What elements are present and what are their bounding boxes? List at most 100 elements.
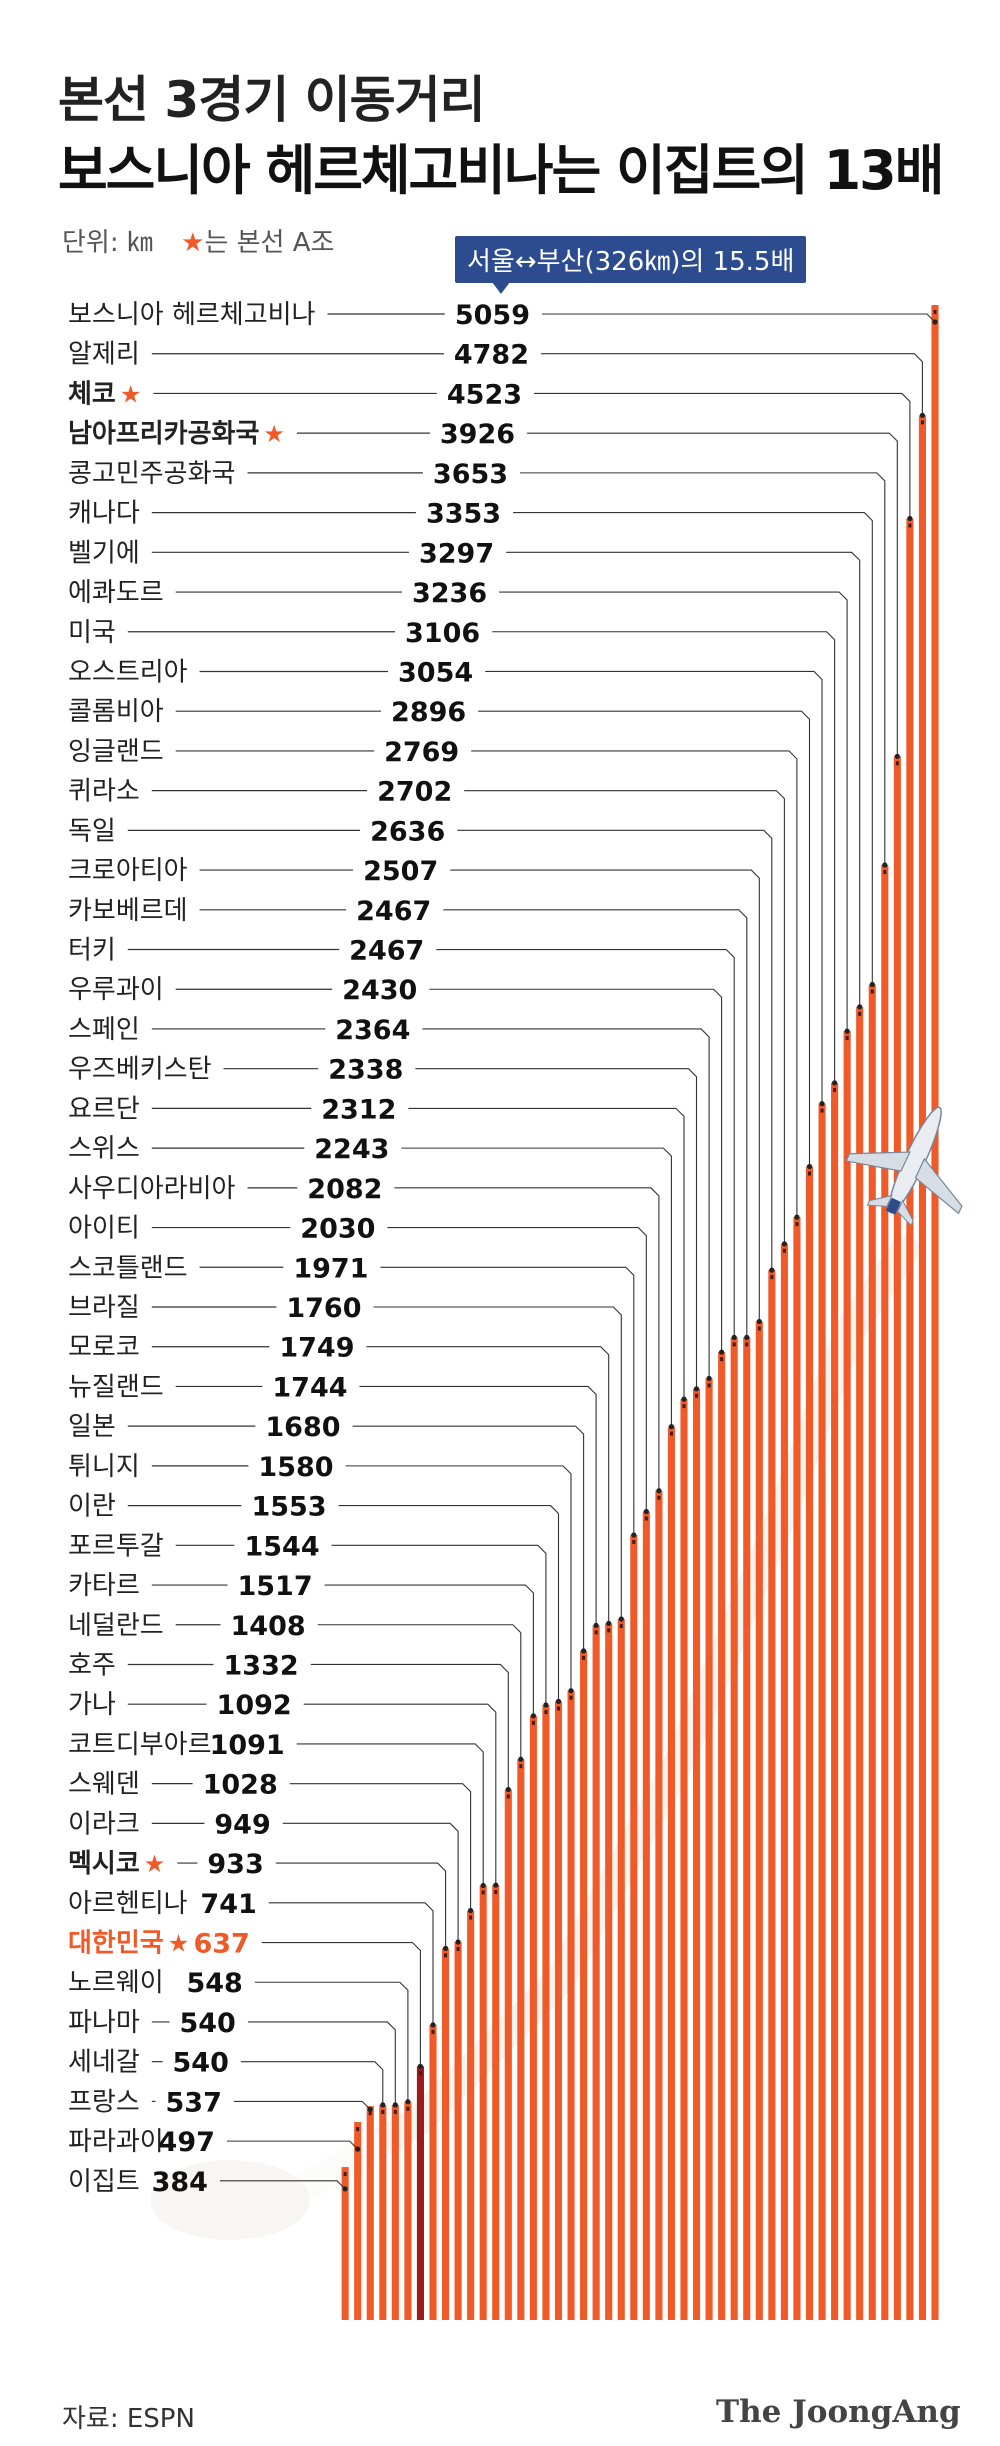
bar-dot [844, 1028, 850, 1034]
country-label: 대한민국 [68, 1929, 164, 1959]
bar-connector [471, 750, 798, 1218]
star-icon: ★ [168, 1930, 190, 1958]
country-label: 콩고민주공화국 [68, 459, 235, 489]
bar-item-22 [655, 1490, 663, 2320]
country-label: 뉴질랜드 [68, 1372, 164, 1402]
bar-top-marker [770, 1275, 774, 1280]
country-label: 체코 [68, 379, 116, 409]
bar-connector [296, 1743, 484, 1886]
country-label: 크로아티아 [68, 856, 188, 886]
bar-top-marker [933, 310, 937, 314]
bar-connector [450, 869, 760, 1322]
country-label: 퀴라소 [68, 777, 140, 807]
bar-item-38 [454, 1942, 462, 2320]
bar-dot [756, 1318, 762, 1325]
bar-connector [436, 948, 735, 1338]
bar-item-6 [856, 1006, 864, 2320]
bar-connector [310, 1663, 509, 1790]
unit-label: 단위: ㎞ [62, 228, 153, 258]
source-credit: 자료: ESPN [62, 2404, 195, 2434]
value-label: 1760 [286, 1293, 361, 1324]
bar-connector [303, 1703, 497, 1886]
bar-item-33 [517, 1759, 525, 2320]
bar-item-8 [831, 1082, 839, 2320]
bar-top-marker [895, 761, 899, 766]
bar-connector [359, 1385, 597, 1626]
country-label: 에콰도르 [68, 578, 164, 608]
bar-connector [415, 1068, 698, 1389]
bar-dot [493, 1882, 499, 1888]
bar-connector [478, 710, 811, 1167]
bar-connector [534, 392, 911, 519]
bar-item-27 [592, 1625, 600, 2320]
bar-item-25 [617, 1618, 625, 2320]
bar-top-marker [908, 523, 912, 528]
right-tail [897, 1199, 914, 1227]
bar-top-marker [682, 1404, 686, 1409]
country-label: 이란 [68, 1492, 116, 1522]
bar-dot [430, 2022, 436, 2028]
bar-connector [254, 1981, 409, 2102]
country-label: 포르투갈 [68, 1531, 164, 1561]
bar-connector [443, 909, 748, 1338]
value-label: 5059 [455, 300, 530, 331]
bar-connector [282, 1822, 459, 1942]
country-label: 카타르 [68, 1571, 140, 1601]
value-label: 1517 [237, 1571, 312, 1602]
country-label: 남아프리카공화국 [68, 419, 259, 449]
bar-dot [857, 1004, 863, 1010]
bar-top-marker [808, 1171, 811, 1176]
bar-item-30 [554, 1701, 563, 2320]
bar-item-10 [805, 1166, 814, 2320]
bar-dot [518, 1756, 524, 1762]
bar-dot [869, 981, 875, 988]
bar-top-marker [782, 1248, 786, 1253]
country-label: 카보베르데 [68, 896, 188, 926]
bar-connector [422, 1028, 710, 1379]
country-label: 미국 [68, 618, 116, 648]
bar-top-marker [745, 1342, 749, 1347]
tail-fin [885, 1197, 901, 1215]
value-label: 4782 [454, 340, 529, 371]
bar-dot [367, 2106, 373, 2112]
country-label: 노르웨이 [68, 1968, 164, 1998]
value-label: 384 [152, 2167, 208, 2198]
country-label: 코트디부아르 [68, 1730, 212, 1760]
star-icon: ★ [120, 380, 142, 408]
bar-item-5 [868, 984, 876, 2320]
country-label: 멕시코 [68, 1849, 140, 1879]
bar-item-41 [416, 2066, 424, 2320]
bar-top-marker [870, 989, 874, 994]
bar-connector [506, 551, 861, 1007]
bar-connector [324, 1584, 534, 1716]
country-label: 스코틀랜드 [68, 1253, 188, 1283]
country-label: 알제리 [68, 340, 140, 370]
bar-item-15 [743, 1337, 751, 2320]
value-label: 3236 [412, 578, 487, 609]
bar-top-marker [431, 2029, 435, 2034]
value-label: 2338 [328, 1055, 403, 1086]
bar-top-marker [657, 1495, 661, 1500]
value-label: 2312 [321, 1094, 396, 1125]
bar-item-44 [379, 2104, 387, 2320]
bar-dot [882, 862, 888, 868]
value-label: 2364 [335, 1015, 410, 1046]
bar-dot [543, 1702, 549, 1708]
bar-dot [819, 1101, 825, 1107]
country-label: 스웨덴 [68, 1770, 140, 1800]
value-label: 1092 [217, 1690, 292, 1721]
bar-top-marker [481, 1890, 485, 1895]
country-label: 스페인 [68, 1015, 140, 1045]
bar-item-18 [705, 1378, 713, 2320]
bar-connector [240, 2061, 384, 2105]
value-label: 2467 [349, 936, 424, 967]
value-label: 1580 [258, 1452, 333, 1483]
value-label: 3297 [419, 538, 494, 569]
bars-group [341, 305, 939, 2321]
bar-dot [719, 1349, 725, 1355]
value-label: 1680 [265, 1412, 340, 1443]
bar-top-marker [519, 1764, 523, 1769]
country-label: 네덜란드 [68, 1611, 164, 1641]
bar-top-marker [594, 1630, 598, 1635]
